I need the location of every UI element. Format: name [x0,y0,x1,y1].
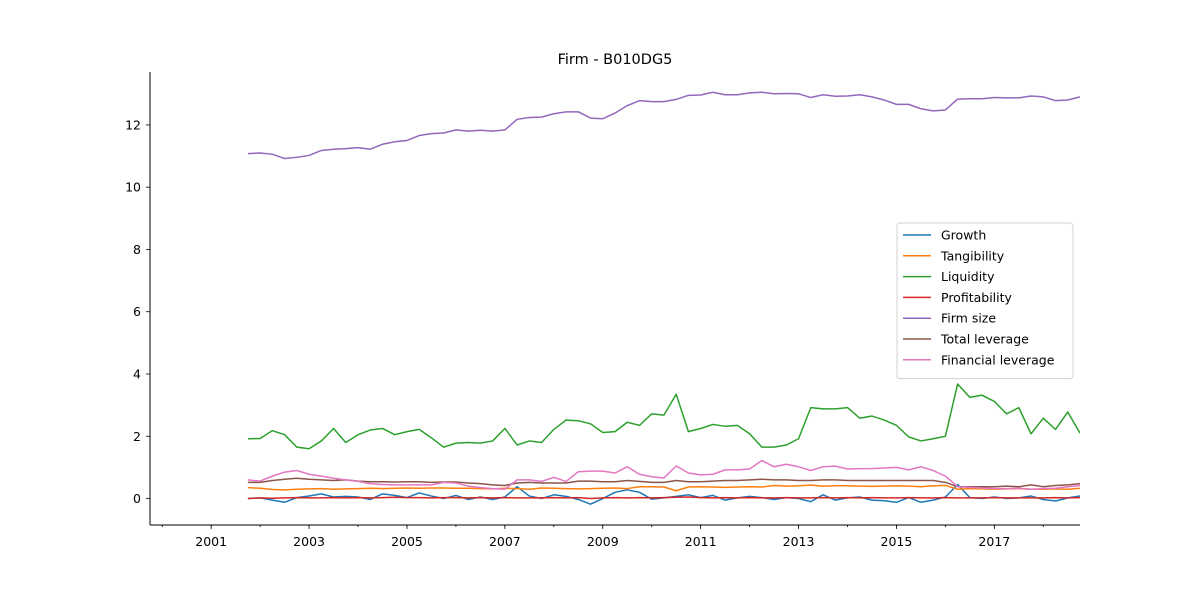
legend-item: Growth [903,228,986,243]
legend-item: Total leverage [903,332,1029,347]
series-line-2 [247,383,1080,450]
legend-label: Firm size [941,311,996,326]
chart-title: Firm - B010DG5 [558,52,673,68]
legend-label: Growth [941,228,986,243]
legend-box [896,222,1074,380]
y-tick-label: 10 [125,180,141,195]
series-line-5 [247,477,1080,488]
series-line-4 [247,91,1080,160]
series-line-6 [247,459,1080,490]
legend-label: Liquidity [941,269,995,284]
legend-label: Financial leverage [941,352,1055,367]
x-tick-label: 2009 [587,534,619,549]
x-tick-label: 2005 [391,534,423,549]
legend-item: Firm size [903,311,996,326]
series-lines [247,91,1080,505]
legend-label: Total leverage [940,332,1029,347]
y-tick-label: 4 [133,367,141,382]
y-tick-label: 8 [133,242,141,257]
y-tick-label: 2 [133,429,141,444]
x-tick-label: 2001 [195,534,227,549]
y-tick-label: 0 [133,491,141,506]
legend-item: Tangibility [903,248,1005,263]
legend-item: Profitability [903,290,1013,305]
x-tick-label: 2013 [783,534,815,549]
series-line-3 [247,496,1080,500]
series-line-1 [247,484,1080,492]
series-layer [247,91,1080,505]
x-tick-label: 2011 [685,534,717,549]
chart-legend: Growth Tangibility Liquidity Profitability F… [896,222,1074,380]
x-tick-label: 2017 [978,534,1010,549]
legend-label: Profitability [941,290,1013,305]
y-tick-label: 6 [133,304,141,319]
y-tick-label: 12 [125,117,141,132]
axes-layer: 2001 2003 2005 2007 2009 2011 2013 2015 2017 0 2 4 6… [125,72,1080,549]
legend-label: Tangibility [940,248,1005,263]
legend-item: Financial leverage [903,352,1055,367]
x-tick-label: 2007 [489,534,521,549]
x-tick-label: 2015 [881,534,913,549]
x-tick-label: 2003 [293,534,325,549]
legend-item: Liquidity [903,269,995,284]
